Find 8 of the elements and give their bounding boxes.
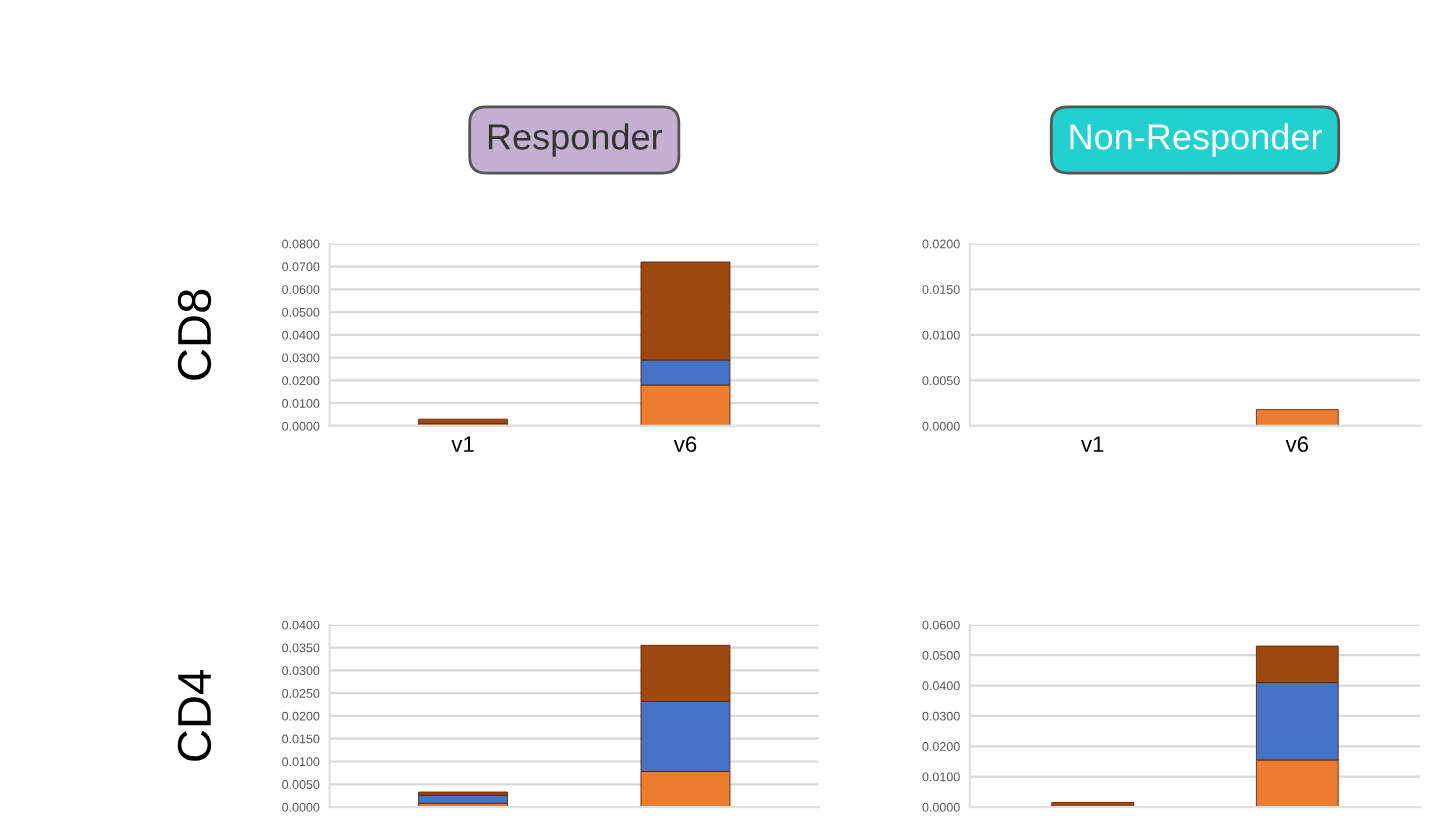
y-axis-title: CD8 [177,289,212,380]
chart-title: Responder [488,123,662,157]
chart-title: Non-Responder [1070,123,1322,157]
x-tick-label: v1 [451,436,474,452]
x-tick-label: v6 [673,436,697,453]
x-tick-label: v1 [1081,436,1104,452]
y-axis-title: CD4 [177,670,212,761]
x-tick-label: v6 [1285,436,1309,453]
